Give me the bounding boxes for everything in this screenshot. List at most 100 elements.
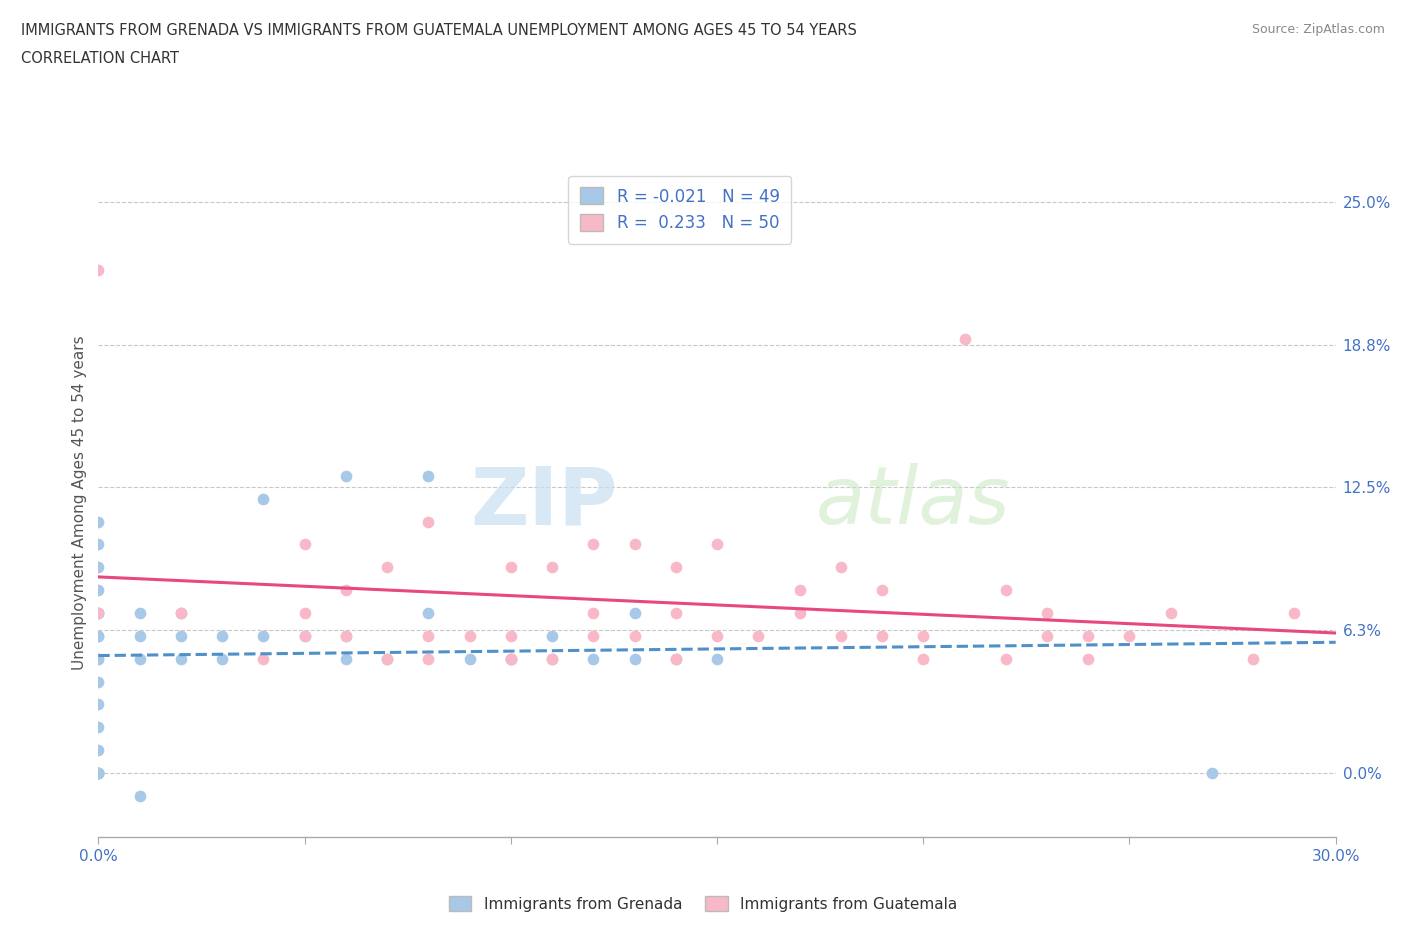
Point [912,629,935,644]
Point [335,629,357,644]
Point [128,789,150,804]
Point [87,765,110,780]
Point [1036,629,1059,644]
Point [294,605,316,620]
Point [87,765,110,780]
Point [541,651,564,666]
Point [87,263,110,278]
Point [252,629,274,644]
Point [830,629,852,644]
Point [335,583,357,598]
Point [582,605,605,620]
Point [706,629,728,644]
Point [418,605,440,620]
Point [87,765,110,780]
Point [375,651,398,666]
Point [418,629,440,644]
Point [294,629,316,644]
Y-axis label: Unemployment Among Ages 45 to 54 years: Unemployment Among Ages 45 to 54 years [72,335,87,670]
Point [623,537,645,551]
Legend: R = -0.021   N = 49, R =  0.233   N = 50: R = -0.021 N = 49, R = 0.233 N = 50 [568,176,792,244]
Point [665,560,688,575]
Point [994,583,1017,598]
Point [1077,651,1099,666]
Point [87,720,110,735]
Point [499,651,522,666]
Point [747,629,769,644]
Point [912,651,935,666]
Point [335,469,357,484]
Point [499,651,522,666]
Point [706,537,728,551]
Point [541,651,564,666]
Point [87,765,110,780]
Point [252,651,274,666]
Text: CORRELATION CHART: CORRELATION CHART [21,51,179,66]
Point [128,651,150,666]
Point [499,560,522,575]
Point [1160,605,1182,620]
Point [1241,651,1264,666]
Point [335,629,357,644]
Point [789,583,811,598]
Point [87,605,110,620]
Point [789,605,811,620]
Point [170,651,193,666]
Point [953,331,976,346]
Point [252,491,274,506]
Point [418,651,440,666]
Point [665,651,688,666]
Point [1036,605,1059,620]
Point [541,629,564,644]
Point [87,651,110,666]
Point [499,651,522,666]
Point [870,629,893,644]
Point [87,629,110,644]
Point [623,605,645,620]
Point [87,765,110,780]
Point [375,560,398,575]
Point [830,560,852,575]
Point [458,629,481,644]
Point [375,651,398,666]
Point [665,605,688,620]
Point [128,629,150,644]
Point [87,697,110,711]
Point [87,514,110,529]
Text: ZIP: ZIP [471,463,619,541]
Point [1077,629,1099,644]
Point [87,537,110,551]
Text: IMMIGRANTS FROM GRENADA VS IMMIGRANTS FROM GUATEMALA UNEMPLOYMENT AMONG AGES 45 : IMMIGRANTS FROM GRENADA VS IMMIGRANTS FR… [21,23,858,38]
Point [170,629,193,644]
Point [87,743,110,758]
Point [418,469,440,484]
Point [1118,629,1140,644]
Point [582,629,605,644]
Text: atlas: atlas [815,463,1011,541]
Point [870,583,893,598]
Point [128,605,150,620]
Point [87,651,110,666]
Point [706,651,728,666]
Point [335,651,357,666]
Point [623,651,645,666]
Legend: Immigrants from Grenada, Immigrants from Guatemala: Immigrants from Grenada, Immigrants from… [443,889,963,918]
Point [1201,765,1223,780]
Point [994,651,1017,666]
Point [541,560,564,575]
Point [1284,605,1306,620]
Point [87,765,110,780]
Point [294,537,316,551]
Point [211,629,233,644]
Point [87,629,110,644]
Point [458,651,481,666]
Point [665,651,688,666]
Point [499,629,522,644]
Text: Source: ZipAtlas.com: Source: ZipAtlas.com [1251,23,1385,36]
Point [623,629,645,644]
Point [87,560,110,575]
Point [170,605,193,620]
Point [87,674,110,689]
Point [170,605,193,620]
Point [582,651,605,666]
